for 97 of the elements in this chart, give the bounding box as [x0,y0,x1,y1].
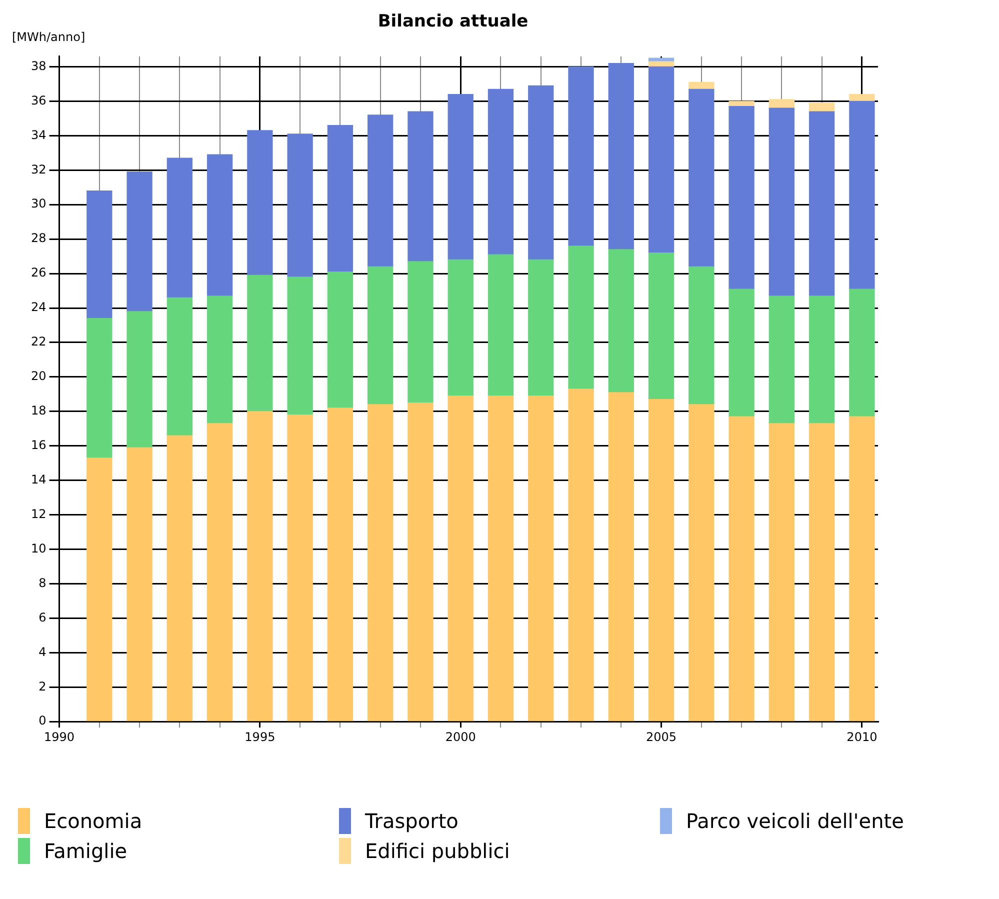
bar [408,261,434,404]
bar [768,108,795,296]
bar [488,396,514,722]
bar [648,252,674,400]
y-tick-label: 2 [38,679,46,694]
y-tick-label: 20 [30,369,46,384]
bar [488,88,514,255]
bar [247,274,273,412]
bar [408,111,434,262]
bar [287,134,313,278]
bar [849,100,875,290]
bar [488,254,514,396]
bar [86,318,112,458]
chart-title: Bilancio attuale [378,12,528,32]
bar [648,61,674,68]
bar [608,62,634,250]
bar [408,402,434,722]
bar [206,154,233,296]
legend-label: Trasporto [365,809,458,833]
legend-label: Edifici pubblici [365,839,510,863]
y-tick-label: 4 [38,644,46,659]
y-tick-label: 22 [30,334,46,349]
bar [528,259,554,396]
bar [247,130,273,276]
x-tick-label: 2010 [846,730,878,744]
bar [448,259,474,396]
bar [728,416,754,722]
bar [126,311,152,448]
bar [849,288,875,417]
bar [648,66,674,254]
bar [126,172,152,312]
y-tick-label: 12 [30,506,46,521]
y-tick-label: 0 [38,714,46,728]
bar [448,396,474,722]
x-tick-label: 1990 [44,730,75,744]
y-tick-label: 32 [30,162,46,176]
bar [86,458,112,722]
legend-label: Economia [44,809,142,833]
bar [688,266,714,405]
bar [808,111,835,296]
bar [206,296,233,424]
bar [768,99,795,108]
x-tick-label: 2005 [646,730,677,744]
bar [86,190,112,319]
bar [608,249,634,393]
bar [368,114,394,267]
bar [768,296,795,424]
bar [568,66,594,246]
bar [808,102,835,112]
legend-label: Parco veicoli dell'ente [686,809,904,833]
bar [247,411,273,722]
x-tick-label: 2000 [445,730,476,744]
y-tick-label: 24 [30,300,46,314]
bar [126,447,152,722]
y-tick-label: 36 [30,93,46,108]
bar [568,246,594,390]
bar [648,399,674,722]
legend-label: Famiglie [44,839,128,863]
y-tick-label: 30 [30,196,46,211]
bar [768,423,795,722]
bar [688,88,714,267]
x-tick-label: 1995 [244,730,276,744]
bar [849,416,875,722]
bar [608,392,634,722]
bar [327,408,354,722]
bar [808,296,835,424]
bar [568,388,594,722]
bar [728,288,754,417]
bar [448,94,474,260]
bar [166,297,192,436]
bar [327,125,354,272]
bar [327,271,354,408]
bar [166,158,192,298]
y-tick-label: 10 [30,541,46,556]
y-tick-label: 18 [30,404,46,418]
bar [808,423,835,722]
bar [287,276,313,416]
bar [206,423,233,722]
y-tick-label: 14 [30,472,46,486]
y-tick-label: 26 [30,266,46,280]
y-tick-label: 16 [30,438,46,452]
y-tick-label: 28 [30,231,46,246]
bar [688,82,714,90]
bar [368,404,394,722]
bar [287,414,313,722]
y-axis-title: [MWh/anno] [12,30,86,44]
bar [849,94,875,102]
y-tick-label: 34 [30,128,46,142]
bar [728,106,754,290]
bar [528,85,554,260]
bar [166,435,192,722]
y-tick-label: 6 [38,610,46,624]
bar [368,266,394,405]
y-tick-label: 38 [30,58,46,73]
bar [688,404,714,722]
bar [528,396,554,722]
y-tick-label: 8 [38,576,46,590]
